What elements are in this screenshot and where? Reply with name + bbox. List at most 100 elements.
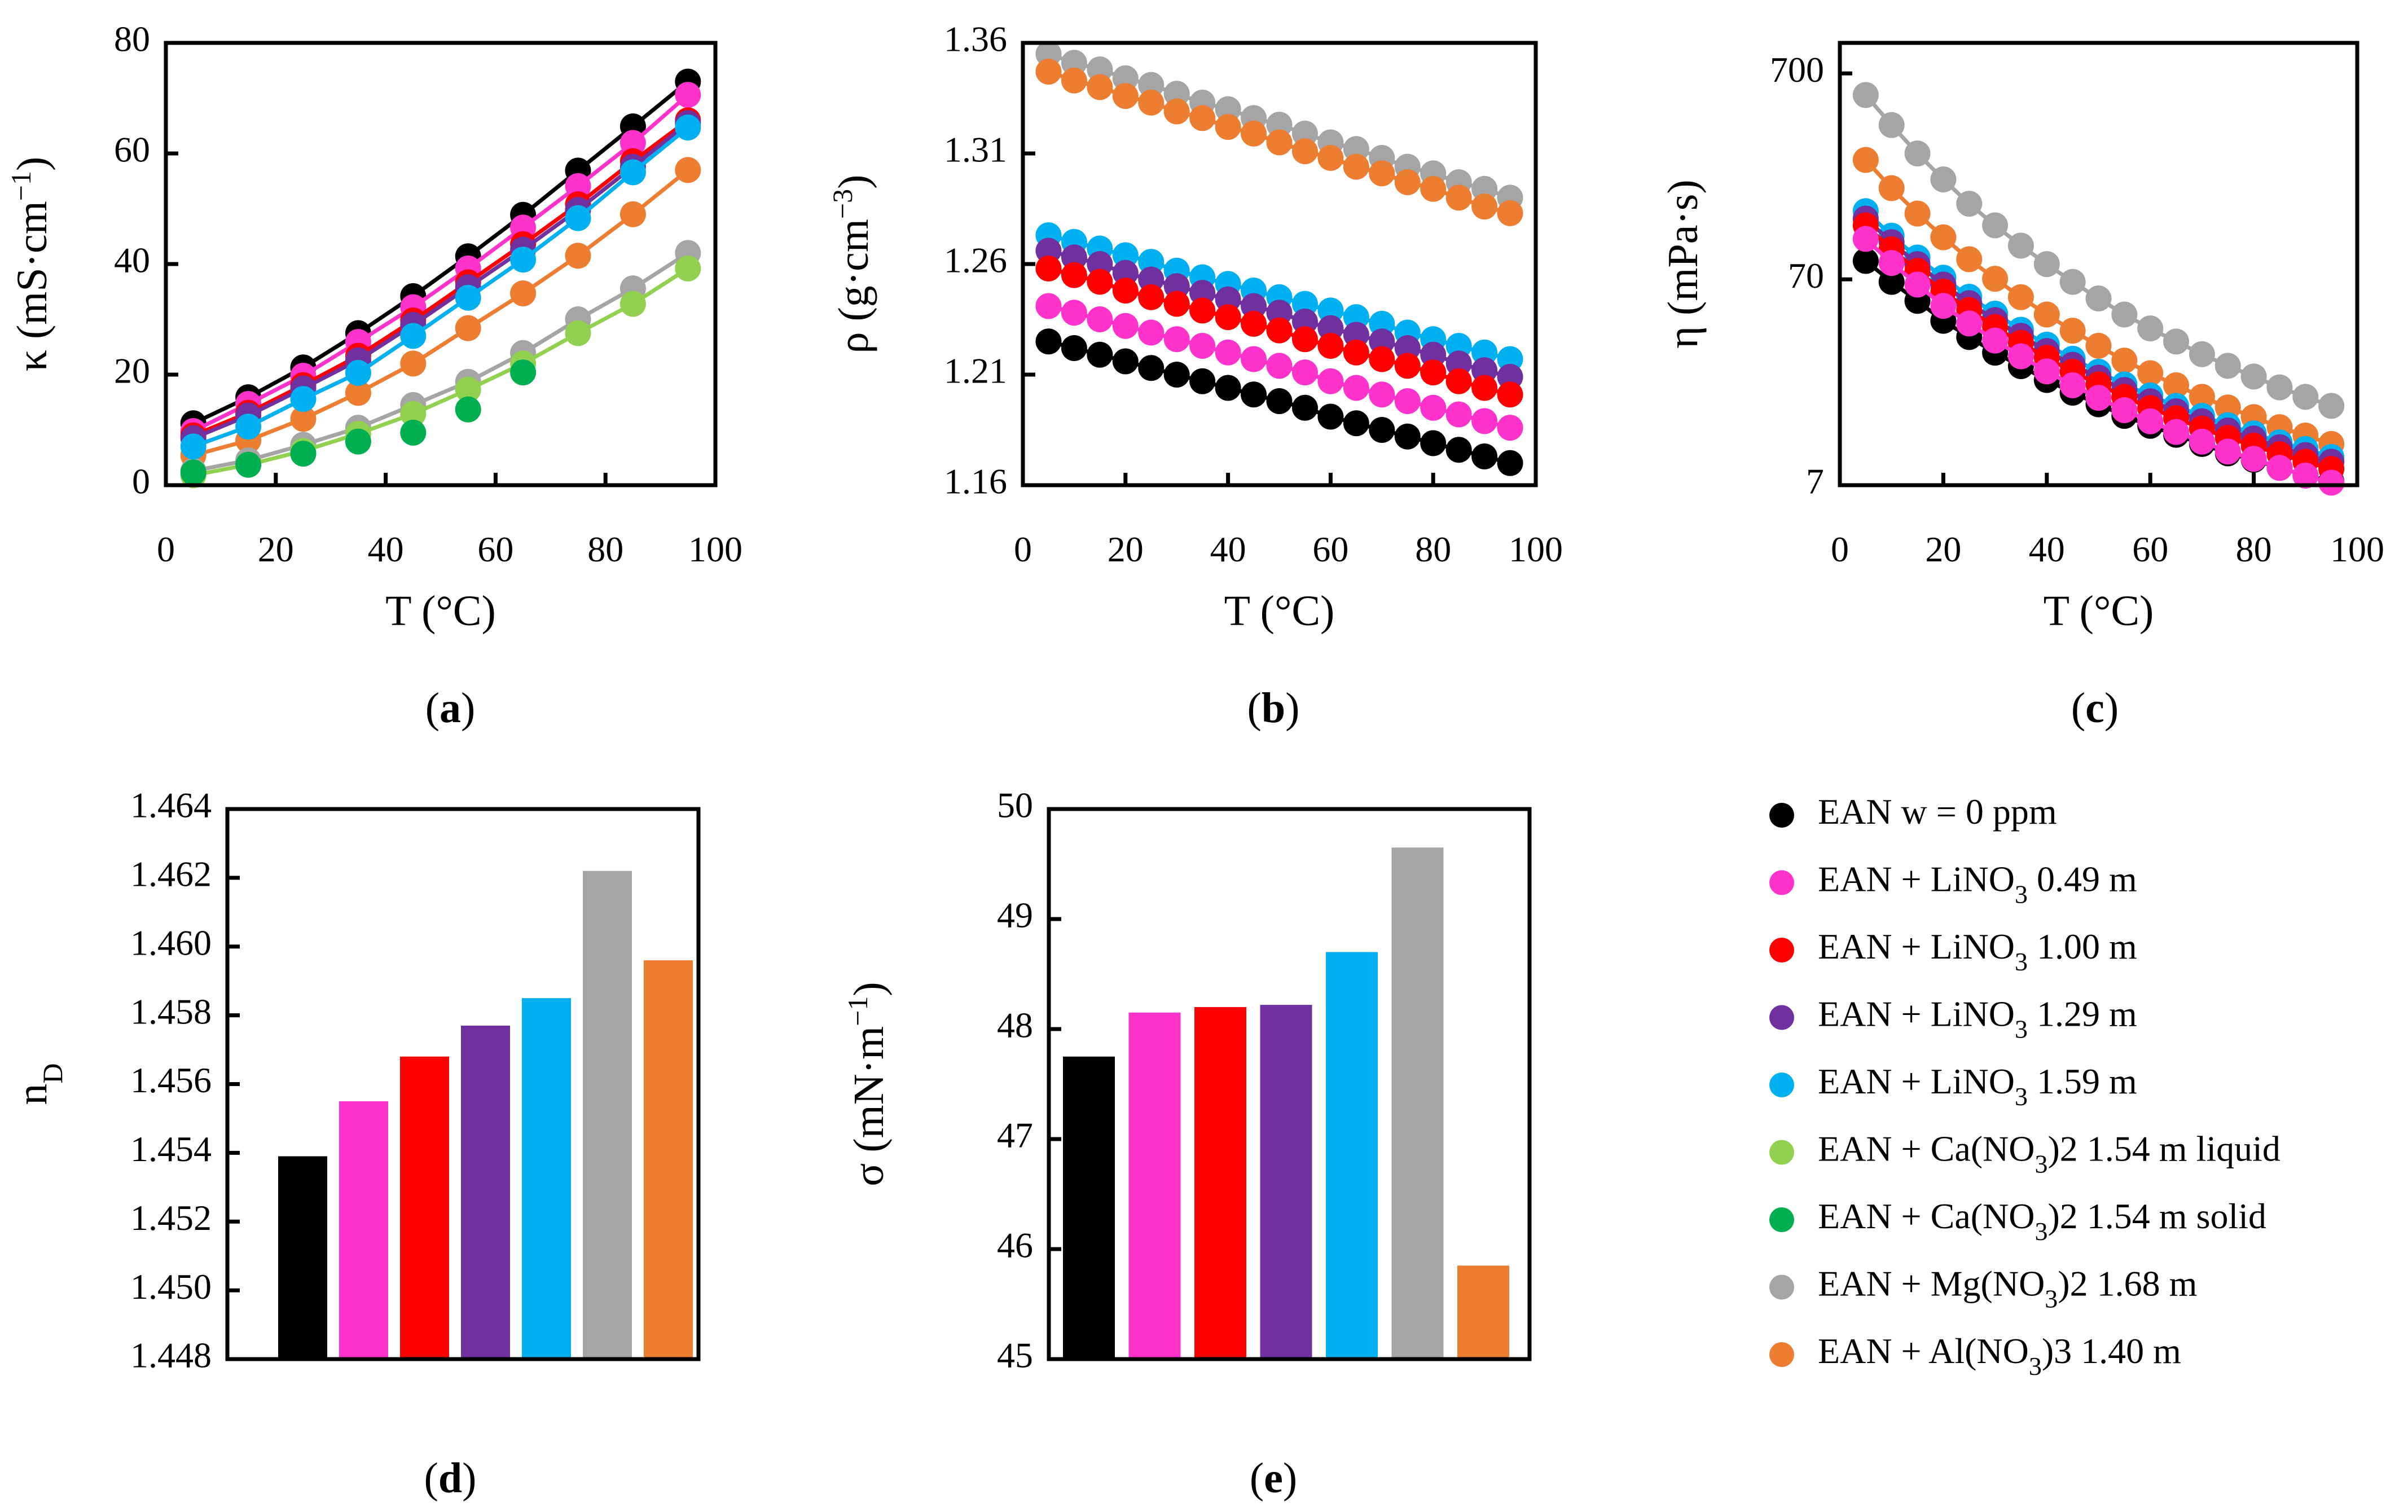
data-point-al: [1369, 160, 1395, 187]
series-li159: [180, 114, 701, 460]
data-point-mg: [2266, 374, 2293, 401]
data-point-li049: [2033, 358, 2060, 385]
data-point-li049: [2007, 343, 2034, 370]
data-point-ean: [1241, 381, 1267, 408]
data-point-mg: [1982, 212, 2009, 239]
legend-marker-icon: [1769, 870, 1794, 895]
legend-label-main: EAN + Al(NO: [1818, 1331, 2029, 1371]
data-point-li100: [1112, 278, 1139, 304]
data-point-ean: [1112, 348, 1139, 375]
bar-ean: [1063, 1056, 1115, 1359]
chart-panel-b: 1.16 1.21 1.26 1.31 1.36 0 20 40 60 80 100 T (°C) ρ …: [827, 19, 1563, 732]
y-tick-label: 1.456: [130, 1060, 212, 1100]
x-tick-label: 0: [157, 529, 175, 569]
plot-frame: [1838, 41, 2359, 487]
data-point-al: [619, 201, 646, 227]
legend-label-rest: )3 1.40 m: [2042, 1331, 2181, 1371]
panel-label: (a): [425, 684, 476, 732]
data-point-li100: [1189, 297, 1216, 324]
y-tick-label: 70: [1788, 256, 1824, 296]
x-tick-label: 60: [477, 529, 513, 569]
data-point-ean: [1163, 362, 1190, 388]
data-point-li100: [1471, 375, 1498, 401]
bar-li100: [400, 1056, 449, 1359]
data-point-al: [455, 315, 481, 341]
data-point-li159: [619, 159, 646, 186]
legend-marker-icon: [1769, 1073, 1794, 1097]
legend-label-main: EAN + LiNO: [1818, 859, 2015, 899]
legend-label: EAN + LiNO3 0.49 m: [1818, 859, 2137, 908]
data-point-mg: [1852, 82, 1879, 108]
series-line-al: [192, 168, 689, 458]
data-point-li049: [619, 130, 646, 156]
data-point-al: [2085, 332, 2112, 359]
series-line-mg: [193, 251, 689, 473]
data-point-mg: [2085, 285, 2112, 312]
data-point-ean: [1189, 368, 1216, 394]
data-point-li049: [565, 173, 591, 199]
y-axis-title-subscript: D: [37, 1063, 68, 1083]
data-point-ean: [1852, 248, 1879, 274]
legend-label-main: EAN + LiNO: [1818, 926, 2015, 966]
data-point-li049: [2318, 469, 2345, 496]
data-point-li049: [2163, 419, 2190, 445]
legend-label: EAN + LiNO3 1.00 m: [1818, 926, 2137, 976]
data-point-li100: [1266, 317, 1293, 344]
y-tick-label: 1.36: [944, 19, 1007, 59]
series-li100: [1035, 255, 1523, 408]
data-point-li100: [1241, 310, 1267, 337]
data-point-al: [675, 157, 701, 183]
bar-li100: [1194, 1007, 1246, 1359]
legend-label-rest: 0.49 m: [2028, 859, 2137, 899]
legend-item-li129: EAN + LiNO3 1.29 m: [1769, 994, 2137, 1044]
data-point-li049: [1241, 346, 1267, 372]
data-point-li049: [1369, 381, 1395, 408]
bar-ean: [278, 1156, 327, 1359]
data-point-ca_sol: [290, 441, 317, 467]
legend-label-main: EAN + LiNO: [1818, 994, 2015, 1034]
x-tick-label: 60: [2132, 529, 2168, 569]
series-al: [1852, 147, 2345, 457]
data-point-al: [1241, 120, 1267, 147]
series-ean: [1035, 328, 1523, 476]
data-point-li049: [2137, 408, 2164, 434]
y-tick-label: 7: [1806, 461, 1824, 502]
legend-label: EAN w = 0 ppm: [1818, 792, 2057, 832]
chart-panel-e: 45 46 47 48 49 50 σ (mN·m−1) (e): [842, 785, 1532, 1502]
y-tick-label: 0: [132, 461, 150, 502]
y-tick-label: 48: [997, 1005, 1033, 1045]
data-point-ca_sol: [180, 459, 206, 486]
data-point-li100: [1394, 353, 1421, 379]
data-point-li159: [510, 247, 537, 273]
data-point-li049: [1394, 388, 1421, 415]
y-tick-label: 1.26: [944, 240, 1007, 280]
data-point-li100: [1215, 304, 1241, 331]
legend-marker-icon: [1769, 1342, 1794, 1367]
data-point-mg: [2240, 363, 2267, 390]
data-point-al: [400, 350, 427, 377]
data-point-al: [2059, 318, 2086, 344]
y-axis-title: nD: [8, 1063, 68, 1105]
data-point-al: [2111, 348, 2138, 374]
data-point-ca_sol: [400, 419, 427, 446]
y-axis-title-exponent: −3: [827, 189, 858, 219]
legend-item-ca_liq: EAN + Ca(NO3)2 1.54 m liquid: [1769, 1128, 2280, 1179]
legend-label: EAN + Al(NO3)3 1.40 m: [1818, 1331, 2181, 1381]
legend-marker-icon: [1769, 1140, 1794, 1165]
data-point-mg: [2163, 328, 2190, 355]
data-point-li049: [1930, 293, 1957, 319]
legend-marker-icon: [1769, 1005, 1794, 1030]
series-al: [1035, 58, 1523, 226]
data-point-mg: [2111, 301, 2138, 328]
data-point-al: [1087, 74, 1113, 100]
y-tick-label: 1.452: [130, 1198, 212, 1238]
plot-frame: [164, 41, 718, 487]
data-point-li159: [180, 433, 206, 460]
panel-label: (c): [2071, 684, 2119, 732]
data-point-li049: [2059, 372, 2086, 398]
data-point-li049: [1112, 313, 1139, 339]
y-tick-label: 49: [997, 895, 1033, 935]
data-point-al: [1035, 58, 1062, 85]
data-point-al: [2033, 301, 2060, 328]
